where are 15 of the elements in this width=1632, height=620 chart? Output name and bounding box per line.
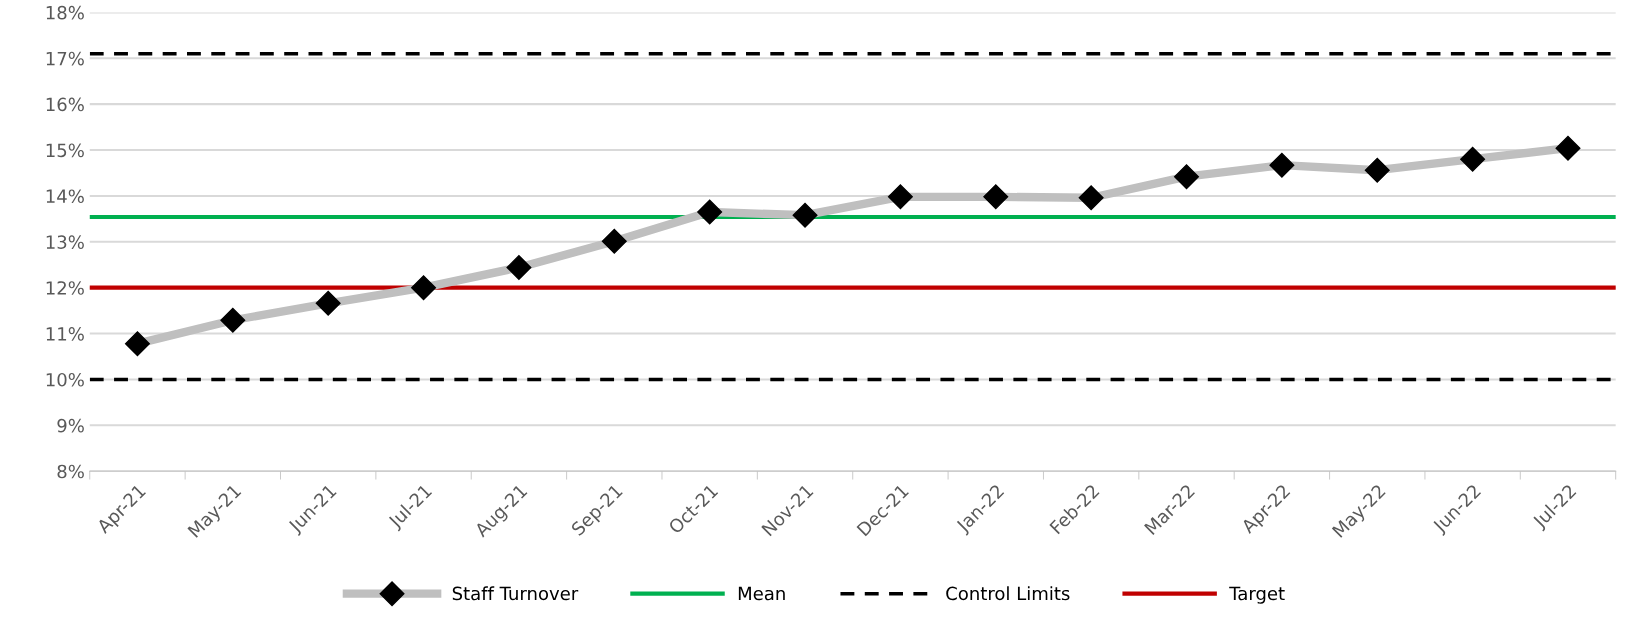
y-tick-label: 12% [46,281,84,295]
legend-label: Mean [738,586,785,601]
y-tick-label: 10% [46,372,84,387]
y-tick-label: 18% [46,5,84,20]
legend-label: Control Limits [946,586,1070,601]
y-tick-label: 11% [46,327,84,341]
y-tick-label: 8% [57,464,84,479]
legend-label: Staff Turnover [452,586,579,601]
y-tick-label: 13% [46,235,84,249]
legend-label: Target [1229,586,1285,604]
y-tick-label: 9% [57,418,84,433]
y-tick-label: 16% [46,97,84,112]
y-tick-label: 15% [46,143,84,158]
y-tick-label: 14% [46,189,84,204]
y-tick-label: 17% [46,51,84,66]
